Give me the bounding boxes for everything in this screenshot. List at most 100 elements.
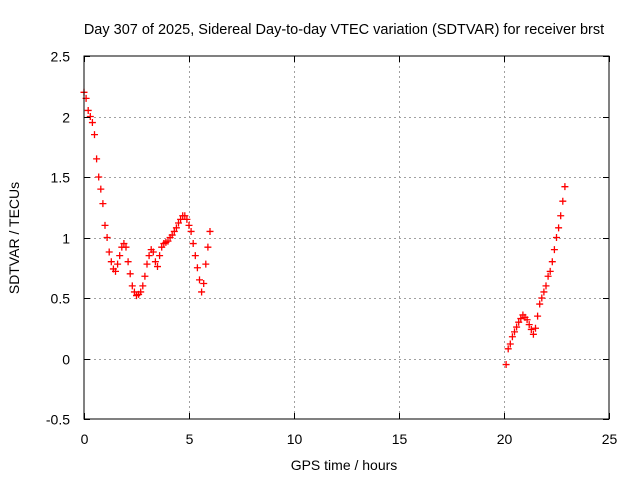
- data-point: [95, 173, 103, 181]
- data-point: [542, 282, 550, 290]
- data-point: [172, 224, 180, 232]
- data-point: [185, 221, 193, 229]
- y-tick-label: -0.5: [46, 412, 70, 428]
- data-point: [139, 282, 147, 290]
- data-point: [116, 252, 124, 260]
- data-point: [202, 260, 210, 268]
- data-point: [177, 215, 185, 223]
- data-point: [553, 234, 560, 241]
- data-point: [84, 106, 92, 114]
- data-point: [120, 240, 128, 248]
- data-point: [145, 252, 153, 260]
- data-point: [86, 113, 94, 120]
- grid-lines: [84, 56, 609, 419]
- x-tick-label: 10: [287, 431, 303, 447]
- data-point: [532, 324, 539, 332]
- data-point: [196, 276, 203, 284]
- x-tick-labels: 0 5 10 15 20 25: [81, 431, 618, 447]
- data-point: [143, 260, 151, 268]
- data-point: [504, 345, 512, 353]
- data-point: [523, 316, 531, 324]
- data-point: [538, 294, 546, 302]
- data-point: [511, 328, 518, 336]
- data-point: [93, 155, 101, 163]
- data-point: [557, 212, 565, 220]
- data-point: [198, 288, 206, 296]
- data-point: [191, 252, 199, 260]
- x-tick-label: 15: [392, 431, 408, 447]
- data-point: [88, 119, 96, 127]
- data-point: [128, 282, 136, 290]
- data-point: [555, 224, 563, 232]
- data-point: [151, 258, 159, 266]
- y-tick-label: 0: [62, 352, 70, 368]
- data-point: [193, 264, 201, 272]
- data-point: [114, 260, 122, 268]
- data-point: [559, 197, 567, 205]
- data-point: [97, 185, 105, 193]
- y-tick-label: 2: [62, 110, 70, 126]
- data-point: [527, 325, 535, 333]
- data-point: [187, 227, 195, 235]
- data-point: [141, 272, 149, 280]
- x-tick-label: 20: [497, 431, 513, 447]
- data-point: [550, 246, 558, 254]
- x-axis-label: GPS time / hours: [291, 457, 398, 473]
- data-point: [536, 300, 544, 308]
- data-point: [112, 267, 119, 275]
- data-point: [105, 248, 113, 256]
- data-point: [103, 234, 111, 241]
- data-point: [544, 272, 552, 280]
- data-point: [525, 321, 533, 329]
- data-point: [122, 243, 130, 251]
- data-point: [204, 243, 212, 251]
- data-point: [99, 200, 107, 208]
- data-point: [124, 258, 132, 266]
- data-point: [206, 227, 214, 235]
- data-point: [130, 288, 138, 296]
- data-point: [515, 318, 523, 326]
- data-point: [200, 279, 208, 287]
- data-point: [548, 258, 556, 266]
- data-point: [513, 323, 521, 331]
- data-point: [126, 270, 134, 278]
- x-tick-label: 5: [186, 431, 194, 447]
- data-point: [107, 258, 115, 266]
- data-point: [502, 361, 510, 369]
- data-point: [540, 288, 548, 296]
- data-point: [156, 252, 164, 260]
- x-tick-label: 0: [81, 431, 89, 447]
- data-point: [137, 288, 145, 296]
- data-point: [181, 212, 189, 220]
- data-point: [158, 243, 166, 251]
- data-point: [517, 315, 525, 323]
- data-point: [175, 219, 182, 227]
- data-point: [529, 330, 537, 338]
- data-point: [149, 248, 157, 256]
- y-tick-label: 2.5: [51, 49, 71, 65]
- data-point: [101, 221, 109, 229]
- data-point: [546, 267, 554, 275]
- data-point: [508, 333, 516, 341]
- data-point: [534, 312, 542, 320]
- data-point: [506, 340, 514, 348]
- data-point: [189, 240, 197, 248]
- data-point: [561, 183, 569, 191]
- data-point: [183, 215, 191, 223]
- x-tick-label: 25: [602, 431, 618, 447]
- chart-title: Day 307 of 2025, Sidereal Day-to-day VTE…: [84, 22, 604, 38]
- data-point: [154, 263, 161, 271]
- y-tick-labels: -0.5 0 0.5 1 1.5 2 2.5: [46, 49, 70, 428]
- data-point: [170, 227, 178, 235]
- data-point: [91, 131, 98, 139]
- y-axis-label: SDTVAR / TECUs: [6, 182, 22, 294]
- plot-frame: [83, 55, 610, 420]
- y-tick-label: 1: [62, 231, 70, 247]
- data-point: [168, 231, 176, 239]
- y-tick-label: 1.5: [51, 170, 71, 186]
- data-point: [164, 237, 172, 245]
- y-tick-label: 0.5: [51, 291, 71, 307]
- data-points: [80, 88, 569, 369]
